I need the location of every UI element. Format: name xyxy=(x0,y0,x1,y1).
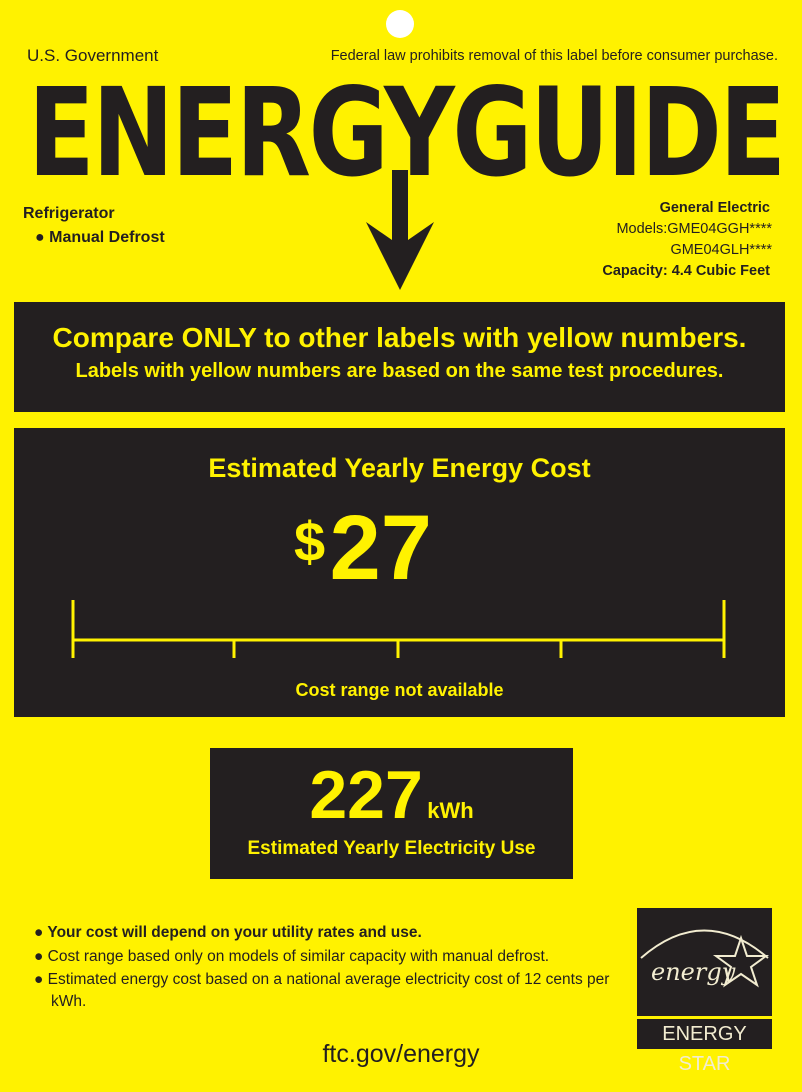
note-1-text: Your cost will depend on your utility ra… xyxy=(47,924,422,941)
cost-value: $ 27 xyxy=(294,496,432,601)
header-government: U.S. Government xyxy=(27,46,159,65)
feature-text: Manual Defrost xyxy=(49,229,165,246)
brand: General Electric xyxy=(659,200,770,216)
energy-script: energy xyxy=(651,958,736,986)
notes: ● Your cost will depend on your utility … xyxy=(34,921,629,1013)
models-label: Models: xyxy=(616,221,668,237)
arrow-down-icon xyxy=(366,170,434,290)
cost-box: Estimated Yearly Energy Cost $ 27 Cost r… xyxy=(14,428,785,717)
note-1: ● Your cost will depend on your utility … xyxy=(34,924,422,941)
note-2: ● Cost range based only on models of sim… xyxy=(34,948,550,965)
header-law-notice: Federal law prohibits removal of this la… xyxy=(330,48,778,64)
product-info: General Electric Models:GME04GGH**** GME… xyxy=(602,198,772,282)
cost-range-note: Cost range not available xyxy=(295,680,504,700)
product-type: Refrigerator xyxy=(23,205,115,222)
note-2-text: Cost range based only on models of simil… xyxy=(47,948,550,965)
electricity-label: Estimated Yearly Electricity Use xyxy=(247,838,536,859)
model-1: Models:GME04GGH**** xyxy=(602,219,772,240)
energy-star-caption: ENERGY STAR xyxy=(637,1016,772,1075)
compare-line-1: Compare ONLY to other labels with yellow… xyxy=(52,322,747,353)
compare-line-2: Labels with yellow numbers are based on … xyxy=(75,360,724,382)
cost-title: Estimated Yearly Energy Cost xyxy=(208,453,591,483)
cost-number: 27 xyxy=(329,497,432,599)
product-feature: ● Manual Defrost xyxy=(35,229,165,246)
energy-star-logo: energy ENERGY STAR xyxy=(637,908,772,1075)
hang-hole xyxy=(386,10,414,38)
compare-box: Compare ONLY to other labels with yellow… xyxy=(14,302,785,412)
kwh-unit: kWh xyxy=(427,798,474,823)
note-3-text: Estimated energy cost based on a nationa… xyxy=(47,971,610,1010)
ftc-url[interactable]: ftc.gov/energy xyxy=(322,1040,480,1068)
note-3: ● Estimated energy cost based on a natio… xyxy=(34,971,610,1010)
electricity-box: 227 kWh Estimated Yearly Electricity Use xyxy=(210,748,573,879)
energy-star-icon: energy xyxy=(640,929,770,988)
cost-range-scale xyxy=(71,600,726,658)
kwh-number: 227 xyxy=(309,757,423,833)
model-2: GME04GLH**** xyxy=(670,242,772,258)
model-1-text: GME04GGH**** xyxy=(667,221,772,237)
currency: $ xyxy=(294,510,326,573)
kwh-value: 227 kWh xyxy=(210,756,573,834)
capacity: Capacity: 4.4 Cubic Feet xyxy=(602,263,770,279)
